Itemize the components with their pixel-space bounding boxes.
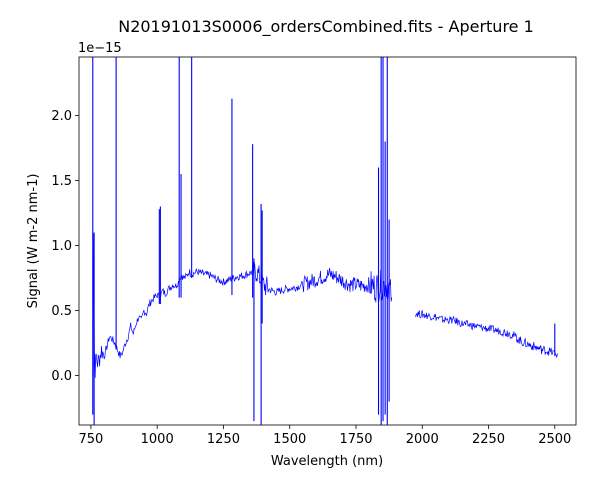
x-tick-label: 1750 bbox=[339, 432, 372, 447]
chart-title: N20191013S0006_ordersCombined.fits - Ape… bbox=[118, 17, 534, 37]
series-line-segment-1 bbox=[92, 234, 393, 378]
x-tick-label: 2500 bbox=[538, 432, 571, 447]
x-tick-label: 1500 bbox=[273, 432, 306, 447]
x-tick-label: 1250 bbox=[207, 432, 240, 447]
x-tick-label: 1000 bbox=[141, 432, 174, 447]
y-axis-label: Signal (W m-2 nm-1) bbox=[26, 174, 41, 309]
plot-frame bbox=[78, 56, 577, 426]
x-axis-label: Wavelength (nm) bbox=[271, 454, 383, 469]
x-tick-label: 750 bbox=[79, 432, 104, 447]
x-tick-label: 2000 bbox=[406, 432, 439, 447]
y-tick-label: 1.5 bbox=[51, 174, 72, 189]
plot-area bbox=[79, 57, 576, 425]
y-tick-label: 0.5 bbox=[51, 304, 72, 319]
x-tick-label: 2250 bbox=[472, 432, 505, 447]
y-tick-label: 0.0 bbox=[51, 369, 72, 384]
x-axis: 750 1000 1250 1500 1750 2000 2250 2500 bbox=[79, 425, 571, 447]
y-axis: 0.0 0.5 1.0 1.5 2.0 bbox=[51, 109, 79, 384]
series-line-segment-2 bbox=[415, 309, 558, 359]
y-offset-label: 1e−15 bbox=[78, 41, 122, 56]
y-tick-label: 2.0 bbox=[51, 109, 72, 124]
data-layer bbox=[92, 57, 558, 425]
y-tick-label: 1.0 bbox=[51, 239, 72, 254]
